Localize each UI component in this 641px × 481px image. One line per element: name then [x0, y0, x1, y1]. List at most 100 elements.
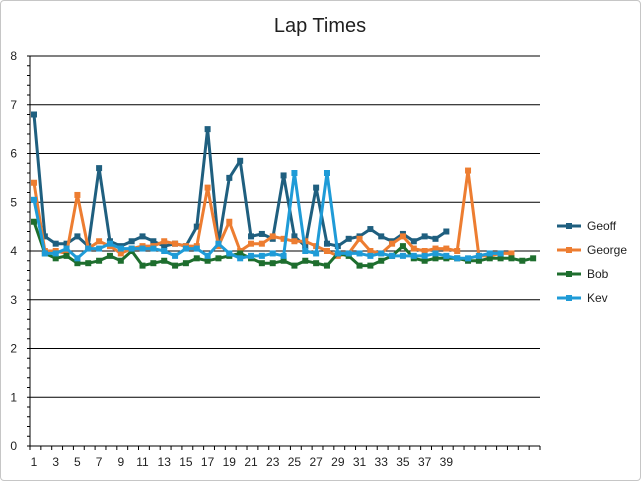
legend-marker-bob: [566, 271, 572, 277]
data-point-george: [161, 238, 168, 245]
y-tick-label: 8: [10, 49, 17, 63]
y-tick-label: 5: [10, 195, 17, 209]
data-point-bob: [96, 257, 103, 264]
data-point-kev: [215, 240, 222, 247]
data-point-geoff: [204, 126, 211, 133]
series-geoff: [31, 111, 450, 250]
x-tick-label: 19: [223, 455, 237, 469]
data-point-kev: [248, 252, 255, 259]
data-point-kev: [454, 255, 461, 262]
data-point-geoff: [345, 235, 352, 242]
data-point-kev: [85, 245, 92, 252]
data-point-bob: [31, 218, 37, 225]
data-point-bob: [182, 260, 189, 267]
x-tick-label: 31: [353, 455, 367, 469]
data-point-george: [31, 179, 37, 186]
data-point-kev: [204, 252, 211, 259]
data-point-geoff: [280, 172, 287, 179]
data-point-bob: [475, 257, 482, 264]
x-tick-label: 5: [74, 455, 81, 469]
data-point-kev: [378, 250, 385, 257]
data-point-bob: [378, 257, 385, 264]
data-point-kev: [410, 252, 417, 259]
data-point-bob: [150, 260, 157, 267]
series-kev: [31, 170, 504, 262]
data-point-bob: [215, 255, 222, 262]
y-tick-label: 4: [10, 244, 17, 258]
chart-title: Lap Times: [274, 15, 366, 37]
data-point-kev: [421, 252, 428, 259]
data-point-geoff: [74, 233, 81, 240]
data-point-george: [117, 250, 124, 257]
data-point-bob: [367, 262, 374, 269]
data-point-geoff: [226, 174, 233, 181]
x-tick-label: 27: [309, 455, 323, 469]
legend: Geoff George Bob Kev: [557, 219, 627, 305]
y-tick-label: 1: [10, 390, 17, 404]
x-tick-label: 21: [244, 455, 258, 469]
x-tick-label: 29: [331, 455, 345, 469]
data-point-kev: [291, 170, 298, 176]
data-point-bob: [530, 255, 537, 262]
data-point-bob: [356, 262, 363, 269]
legend-item-geoff: Geoff: [557, 219, 617, 233]
data-point-george: [508, 250, 515, 257]
data-point-kev: [237, 255, 244, 262]
x-tick-label: 13: [158, 455, 172, 469]
data-point-geoff: [150, 238, 157, 245]
data-point-kev: [389, 252, 396, 259]
data-point-bob: [421, 257, 428, 264]
data-point-bob: [139, 262, 146, 269]
data-point-bob: [508, 255, 515, 262]
data-point-kev: [182, 245, 189, 252]
x-tick-label: 23: [266, 455, 280, 469]
data-point-kev: [128, 245, 135, 252]
data-point-bob: [161, 257, 168, 264]
data-point-bob: [63, 252, 70, 259]
data-point-kev: [63, 245, 70, 252]
data-point-geoff: [248, 233, 255, 240]
data-point-bob: [52, 255, 59, 262]
data-point-geoff: [313, 184, 320, 191]
data-point-geoff: [410, 238, 417, 245]
series-layer: [31, 111, 537, 269]
data-point-geoff: [443, 228, 450, 235]
data-point-kev: [269, 250, 276, 257]
data-point-kev: [258, 252, 265, 259]
data-point-geoff: [432, 235, 439, 242]
series-line-geoff: [32, 114, 448, 248]
data-point-bob: [313, 260, 320, 267]
x-tick-label: 33: [375, 455, 389, 469]
data-point-kev: [41, 250, 48, 257]
x-tick-label: 15: [179, 455, 193, 469]
data-point-bob: [399, 243, 406, 250]
data-point-bob: [106, 252, 113, 259]
data-point-kev: [193, 245, 200, 252]
data-point-geoff: [161, 243, 168, 250]
data-point-bob: [519, 257, 526, 264]
data-point-kev: [323, 170, 330, 176]
data-point-bob: [172, 262, 179, 269]
data-point-bob: [237, 250, 244, 257]
data-point-kev: [334, 250, 341, 257]
data-point-geoff: [323, 240, 330, 247]
legend-marker-george: [566, 247, 572, 253]
data-point-kev: [345, 250, 352, 257]
data-point-bob: [432, 255, 439, 262]
x-tick-label: 1: [31, 455, 38, 469]
data-point-kev: [465, 255, 472, 262]
x-tick-label: 35: [396, 455, 410, 469]
legend-label-george: George: [587, 243, 627, 257]
data-point-bob: [74, 260, 81, 267]
y-tick-label: 3: [10, 293, 17, 307]
x-tick-label: 37: [418, 455, 432, 469]
y-tick-label: 2: [10, 342, 17, 356]
data-point-bob: [280, 257, 287, 264]
data-point-kev: [367, 252, 374, 259]
data-point-george: [248, 240, 255, 247]
data-point-kev: [302, 248, 309, 254]
data-point-kev: [497, 250, 504, 257]
data-point-kev: [52, 250, 59, 257]
